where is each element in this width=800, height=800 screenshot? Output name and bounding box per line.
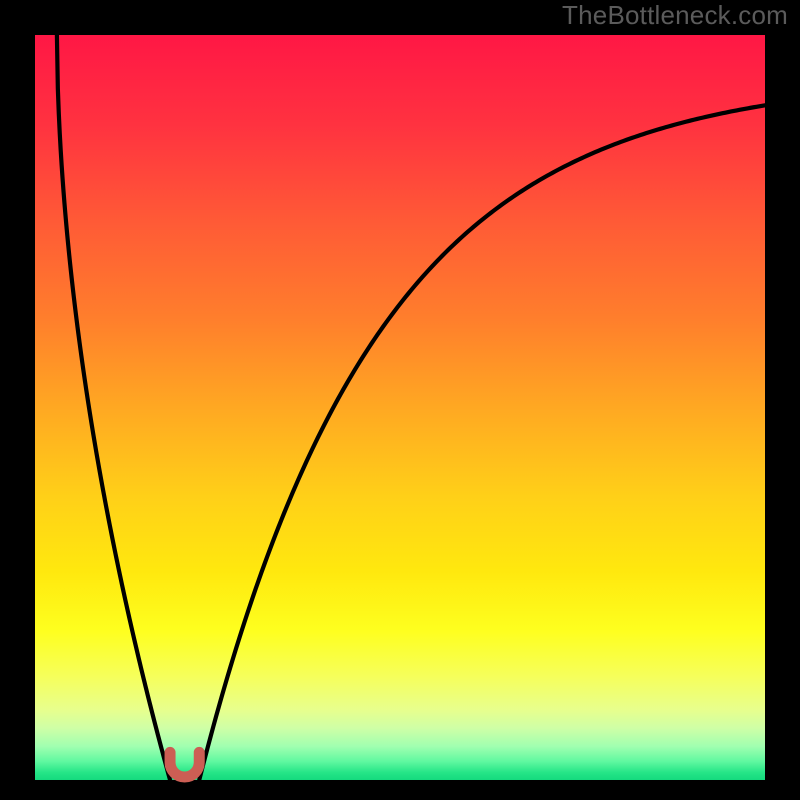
watermark-text: TheBottleneck.com [562, 0, 788, 31]
watermark-label: TheBottleneck.com [562, 0, 788, 30]
bottleneck-curve-plot [0, 0, 800, 800]
gradient-background [35, 35, 765, 780]
